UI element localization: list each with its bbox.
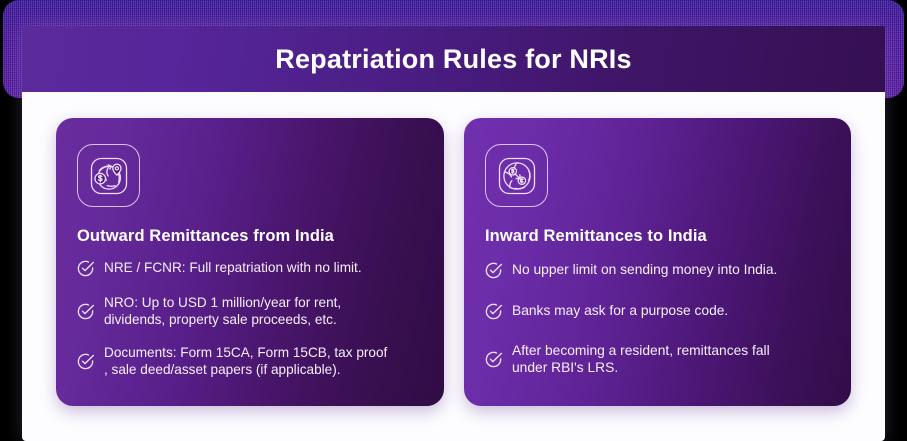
- list-item-text: No upper limit on sending money into Ind…: [512, 262, 778, 278]
- card-outward-remittances[interactable]: Outward Remittances from India NRE / FCN…: [56, 118, 444, 406]
- list-item: Documents: Form 15CA, Form 15CB, tax pro…: [76, 345, 430, 378]
- card-list: NRE / FCNR: Full repatriation with no li…: [76, 259, 430, 395]
- list-item: NRO: Up to USD 1 million/year for rent, …: [76, 295, 430, 328]
- list-item: No upper limit on sending money into Ind…: [484, 261, 837, 280]
- circle-check-icon: [484, 261, 503, 280]
- card-list: No upper limit on sending money into Ind…: [484, 261, 837, 399]
- list-item-text: After becoming a resident, remittances f…: [512, 343, 770, 375]
- list-item: After becoming a resident, remittances f…: [484, 343, 837, 377]
- header-bar: Repatriation Rules for NRIs: [22, 26, 885, 92]
- list-item-text: NRE / FCNR: Full repatriation with no li…: [104, 260, 362, 276]
- page-title: Repatriation Rules for NRIs: [275, 43, 632, 74]
- cards-container: Outward Remittances from India NRE / FCN…: [22, 92, 885, 441]
- card-inward-remittances[interactable]: Inward Remittances to India No upper lim…: [464, 118, 851, 406]
- globe-currency-inward-arrow-icon: [485, 144, 548, 207]
- circle-check-icon: [76, 259, 95, 278]
- card-heading: Outward Remittances from India: [77, 227, 334, 245]
- list-item-text: Documents: Form 15CA, Form 15CB, tax pro…: [104, 345, 388, 377]
- circle-check-icon: [76, 302, 95, 321]
- list-item-text: NRO: Up to USD 1 million/year for rent, …: [104, 295, 342, 327]
- list-item: NRE / FCNR: Full repatriation with no li…: [76, 259, 430, 278]
- list-item-text: Banks may ask for a purpose code.: [512, 303, 729, 319]
- card-heading: Inward Remittances to India: [485, 227, 707, 245]
- globe-dollar-outward-arrow-icon: [77, 144, 140, 207]
- list-item: Banks may ask for a purpose code.: [484, 302, 837, 321]
- circle-check-icon: [76, 352, 95, 371]
- circle-check-icon: [484, 350, 503, 369]
- circle-check-icon: [484, 302, 503, 321]
